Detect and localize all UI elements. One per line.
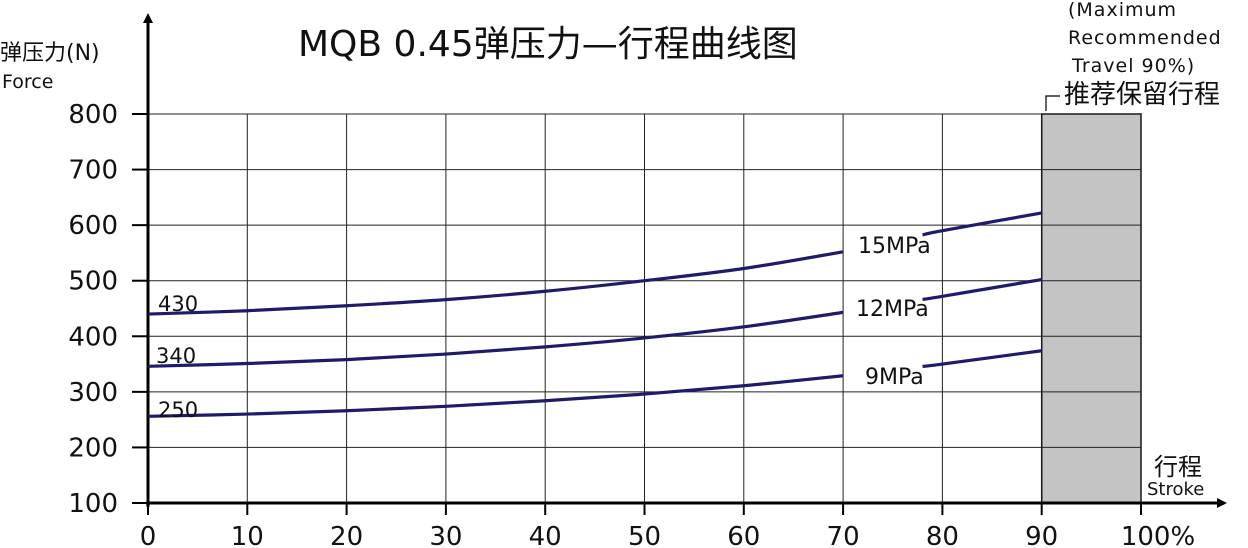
reserved-stroke-region (1040, 113, 1142, 504)
y-tick-label: 600 (68, 211, 118, 241)
x-tick-label: 80 (926, 522, 959, 548)
series-line (147, 250, 844, 316)
x-tick-label: 70 (827, 522, 860, 548)
y-tick-label: 800 (68, 100, 118, 130)
reserve-note-line-3: Travel 90%) (1071, 55, 1195, 77)
y-tick-label: 500 (68, 267, 118, 297)
x-tick-label: 20 (330, 522, 363, 548)
series-line (147, 310, 844, 368)
x-axis-label: 行程 (1154, 453, 1202, 481)
x-tick-labels: 0 10 20 30 40 50 60 70 80 90 100% (140, 503, 1195, 548)
series-label: 15MPa (858, 234, 931, 259)
series-line (922, 349, 1042, 368)
series-line (922, 278, 1042, 302)
series-line (147, 374, 844, 418)
x-tick-label: 60 (727, 522, 760, 548)
chart-title: MQB 0.45弹压力—行程曲线图 (298, 24, 798, 65)
y-tick-label: 100 (68, 489, 118, 519)
reserve-note-line-1: (Maximum (1068, 0, 1177, 21)
series-label: 12MPa (856, 297, 929, 322)
x-tick-label: 30 (429, 522, 462, 548)
y-axis-label: 弹压力(N) (0, 41, 100, 66)
y-tick-label: 700 (68, 156, 118, 186)
reserve-note-line-2: Recommended (1068, 27, 1222, 49)
x-tick-label: 50 (628, 522, 661, 548)
x-tick-label: 90 (1025, 522, 1058, 548)
y-tick-label: 400 (68, 322, 118, 352)
series-start-label: 250 (158, 398, 198, 422)
vertical-gridlines (246, 114, 1142, 503)
series-line (922, 211, 1042, 237)
x-tick-label: 40 (529, 522, 562, 548)
series-label: 9MPa (865, 365, 924, 390)
x-tick-label: 0 (140, 522, 157, 548)
y-axis-label-en: Force (2, 71, 53, 93)
y-tick-labels: 100 200 300 400 500 600 700 800 (68, 100, 148, 519)
reserve-label: 推荐保留行程 (1064, 80, 1220, 110)
series-curves: 15MPa 430 12MPa 340 9MPa 250 (147, 211, 1042, 422)
reserve-leader-line (1045, 95, 1060, 111)
x-tick-label: 100% (1121, 522, 1195, 548)
series-start-label: 430 (158, 292, 198, 316)
y-tick-label: 300 (68, 378, 118, 408)
y-tick-label: 200 (68, 433, 118, 463)
x-axis-label-en: Stroke (1147, 479, 1204, 500)
x-tick-label: 10 (231, 522, 264, 548)
series-start-label: 340 (156, 344, 196, 368)
